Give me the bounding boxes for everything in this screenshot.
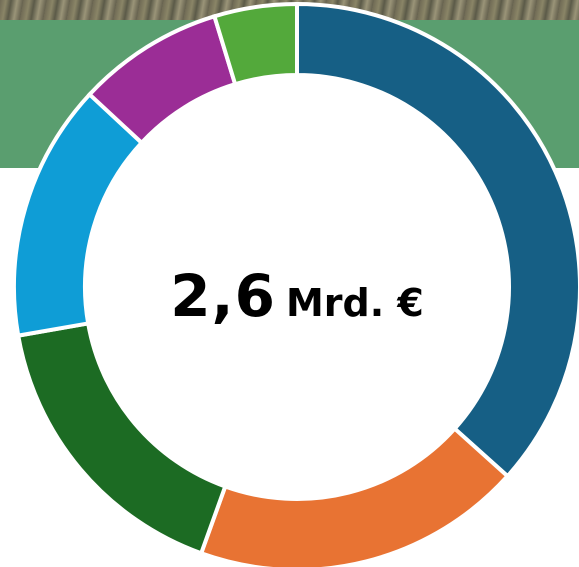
donut-slices (12, 1, 579, 567)
center-value: 2,6 (170, 262, 276, 330)
donut-slice-1 (295, 1, 579, 479)
donut-hole (85, 75, 509, 499)
donut-slice-6 (211, 1, 299, 87)
center-unit: Mrd. € (285, 281, 424, 325)
center-total: 2,6 Mrd. € (0, 262, 579, 330)
